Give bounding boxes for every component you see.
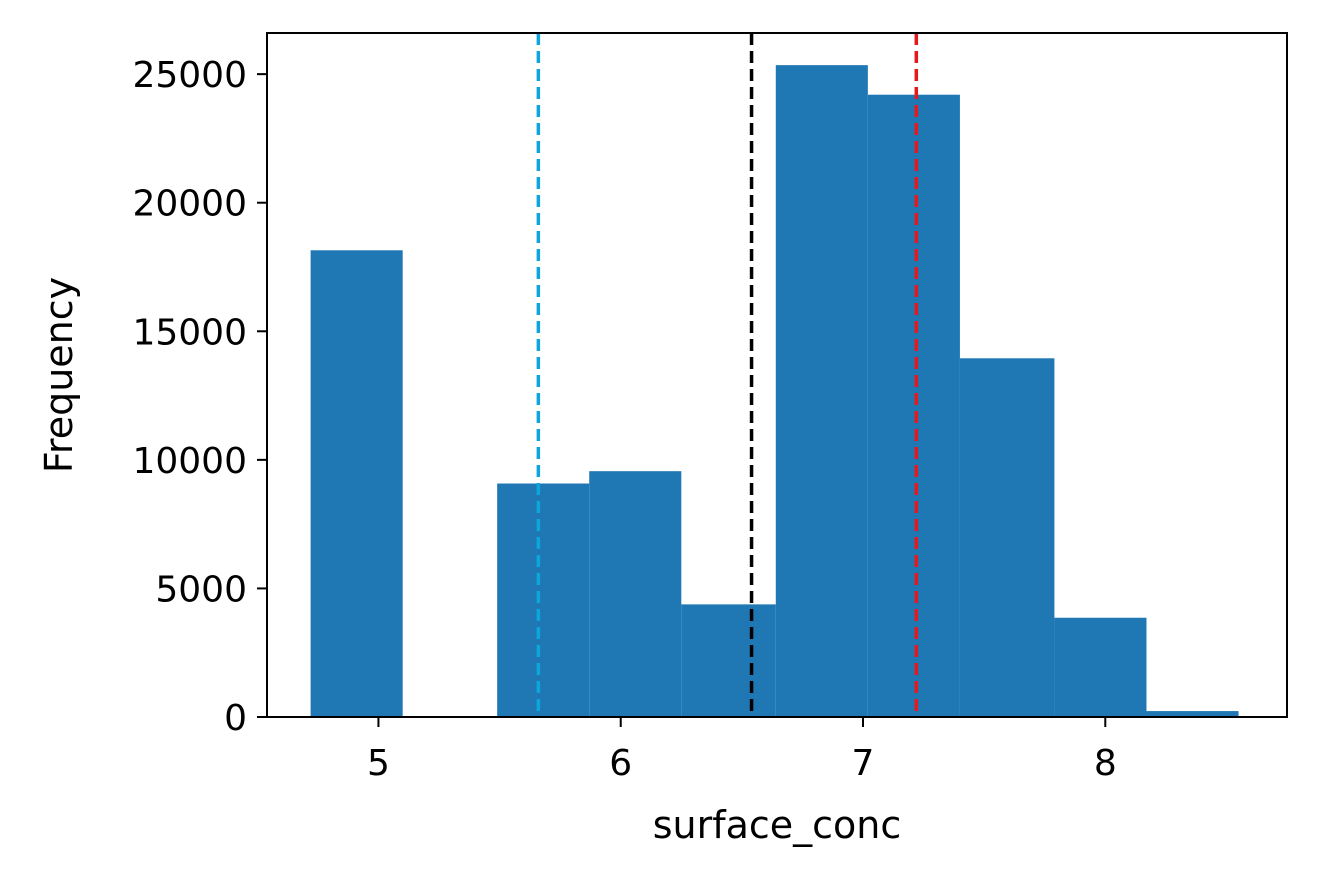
y-tick-label: 15000 (132, 312, 247, 353)
x-axis-ticks: 5 6 7 8 (367, 717, 1117, 784)
histogram-bar (497, 483, 590, 717)
histogram-bar (1146, 711, 1239, 717)
x-tick-label: 7 (852, 743, 875, 784)
histogram-bar (681, 604, 776, 717)
x-tick-label: 5 (367, 743, 390, 784)
y-axis-title: Frequency (37, 277, 81, 473)
y-tick-label: 20000 (132, 184, 247, 225)
histogram-bar (310, 250, 403, 718)
x-tick-label: 8 (1094, 743, 1117, 784)
y-tick-label: 10000 (132, 441, 247, 482)
histogram-bar (589, 471, 682, 717)
y-tick-label: 0 (224, 698, 247, 739)
reference-lines-layer (536, 33, 919, 717)
bars-layer (310, 65, 1239, 718)
histogram-bar (959, 358, 1055, 717)
histogram-bar (1054, 617, 1147, 717)
x-tick-label: 6 (609, 743, 632, 784)
y-tick-label: 25000 (132, 55, 247, 96)
y-tick-label: 5000 (155, 569, 247, 610)
plot-frame (266, 32, 1288, 718)
histogram-bar (775, 65, 868, 717)
y-axis-ticks: 0 5000 10000 15000 20000 25000 (132, 55, 267, 739)
x-axis-title: surface_conc (653, 803, 902, 847)
histogram-bar (867, 94, 960, 717)
